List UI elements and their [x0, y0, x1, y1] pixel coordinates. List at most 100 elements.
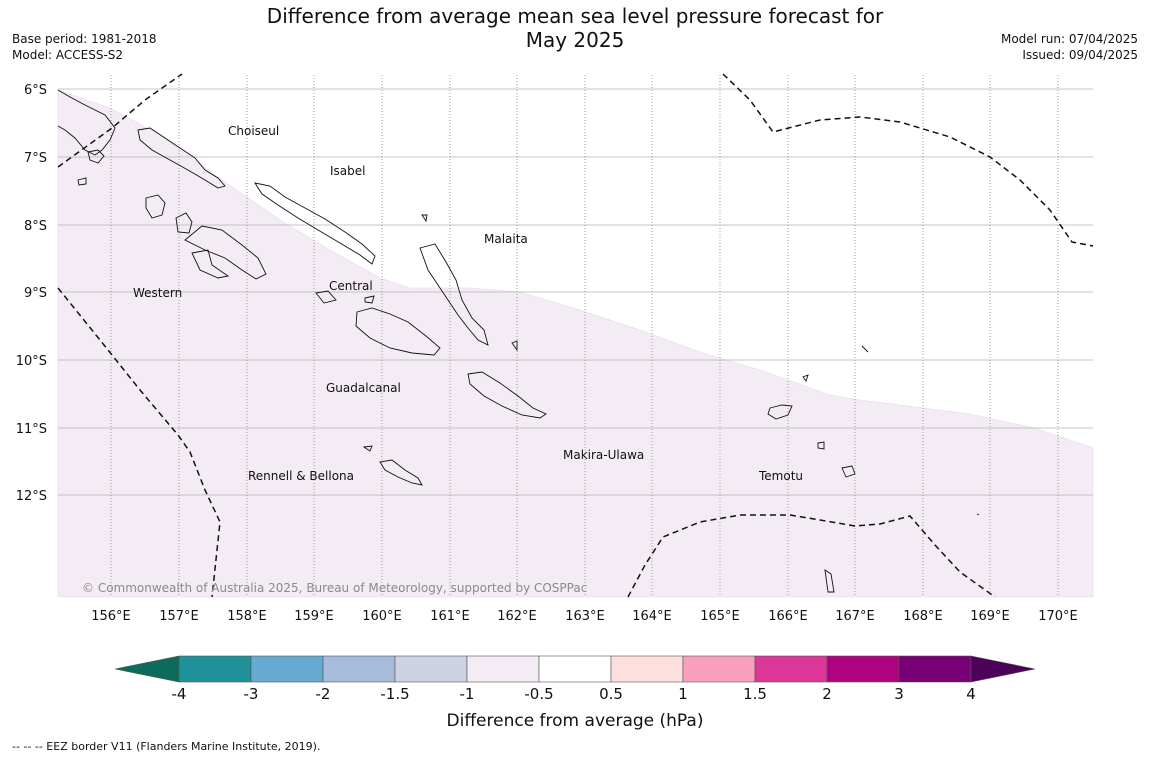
colorbar-segments [114, 655, 1036, 683]
eez-border-south [627, 514, 996, 598]
lat-labels: 6°S 7°S 8°S 9°S 10°S 11°S 12°S [16, 83, 47, 504]
cbar-seg-11 [898, 655, 972, 683]
lon-gridlines [110, 75, 1059, 597]
shortland-island [87, 149, 105, 164]
lon-label-158e: 158°E [227, 609, 267, 624]
rennell-island [379, 459, 423, 486]
lat-label-6s: 6°S [24, 83, 47, 98]
colorbar: -4 -3 -2 -1.5 -1 -0.5 0.5 1 1.5 2 3 4 Di… [114, 655, 1036, 731]
eez-border-png [57, 73, 183, 168]
lon-label-157e: 157°E [159, 609, 199, 624]
vella-lavella [145, 194, 166, 219]
meta-left: Base period: 1981-2018 Model: ACCESS-S2 [12, 31, 157, 63]
title-line-2: May 2025 [525, 28, 625, 52]
label-isabel: Isabel [330, 164, 365, 178]
eez-borders [57, 73, 1094, 598]
lon-label-168e: 168°E [903, 609, 943, 624]
cbar-seg-7 [610, 655, 684, 683]
page-title: Difference from average mean sea level p… [0, 4, 1150, 52]
cbar-seg-5 [466, 655, 540, 683]
cbar-seg-9 [754, 655, 828, 683]
place-labels: Choiseul Isabel Malaita Western Central … [133, 124, 803, 483]
lon-label-169e: 169°E [970, 609, 1010, 624]
cbar-tick-10: 2 [822, 685, 832, 703]
eez-border-south-west [57, 287, 221, 598]
choiseul-island [137, 127, 226, 189]
cbar-tick-2: -3 [244, 685, 259, 703]
lat-label-9s: 9°S [24, 286, 47, 301]
shaded-region [57, 89, 1094, 598]
cbar-tick-6: -0.5 [524, 685, 553, 703]
cbar-arrow-low [114, 655, 180, 683]
lat-label-12s: 12°S [16, 489, 47, 504]
lon-label-166e: 166°E [768, 609, 808, 624]
lat-label-10s: 10°S [16, 354, 47, 369]
cbar-tick-5: -1 [460, 685, 475, 703]
cbar-seg-2 [250, 655, 324, 683]
russell-islands [315, 290, 337, 304]
reef-islands [802, 374, 809, 382]
cbar-tick-8: 1 [678, 685, 688, 703]
bougainville-coast [57, 89, 116, 156]
rendova [191, 249, 230, 279]
santa-cruz-ndeni [767, 404, 793, 420]
colorbar-tick-labels: -4 -3 -2 -1.5 -1 -0.5 0.5 1 1.5 2 3 4 [172, 685, 976, 703]
eez-legend-note: -- -- -- EEZ border V11 (Flanders Marine… [12, 740, 321, 753]
kolombangara [175, 212, 193, 234]
cbar-arrow-high [970, 655, 1036, 683]
lon-label-156e: 156°E [91, 609, 131, 624]
cbar-seg-10 [826, 655, 900, 683]
title-line-1: Difference from average mean sea level p… [266, 4, 884, 28]
lon-label-161e: 161°E [430, 609, 470, 624]
label-makira-ulawa: Makira-Ulawa [563, 448, 644, 462]
lat-label-11s: 11°S [16, 422, 47, 437]
cbar-tick-4: -1.5 [380, 685, 409, 703]
map: 6°S 7°S 8°S 9°S 10°S 11°S 12°S 156°E 157… [16, 73, 1094, 624]
lon-label-159e: 159°E [294, 609, 334, 624]
colorbar-title: Difference from average (hPa) [447, 711, 704, 731]
model-run: Model run: 07/04/2025 [1000, 32, 1138, 46]
cbar-tick-9: 1.5 [743, 685, 767, 703]
duff-islands [861, 345, 869, 353]
cbar-tick-1: -4 [172, 685, 187, 703]
makira-island [467, 371, 547, 419]
coastlines [57, 89, 980, 593]
lon-label-163e: 163°E [565, 609, 605, 624]
tikopia-island [824, 569, 835, 593]
lon-label-165e: 165°E [700, 609, 740, 624]
lat-gridlines [58, 88, 1093, 496]
malaita-island [419, 243, 489, 346]
vanikoro-island [841, 465, 856, 478]
anuta-island [976, 513, 980, 516]
florida-islands [364, 295, 375, 304]
base-period: Base period: 1981-2018 [12, 32, 157, 46]
label-malaita: Malaita [484, 232, 528, 246]
label-guadalcanal: Guadalcanal [326, 381, 401, 395]
lon-labels: 156°E 157°E 158°E 159°E 160°E 161°E 162°… [91, 609, 1078, 624]
copyright-notice: © Commonwealth of Australia 2025, Bureau… [82, 581, 587, 595]
guadalcanal-island [355, 307, 441, 356]
lon-label-164e: 164°E [632, 609, 672, 624]
issued-date: Issued: 09/04/2025 [1022, 48, 1138, 62]
cbar-tick-12: 4 [966, 685, 976, 703]
label-temotu: Temotu [758, 469, 803, 483]
label-rennell-bellona: Rennell & Bellona [248, 469, 354, 483]
new-georgia [184, 225, 267, 280]
lon-label-160e: 160°E [362, 609, 402, 624]
bellona-island [362, 445, 373, 452]
cbar-seg-8 [682, 655, 756, 683]
ulawa-island [511, 340, 518, 352]
cbar-seg-6 [538, 655, 612, 683]
lat-label-8s: 8°S [24, 219, 47, 234]
lat-label-7s: 7°S [24, 151, 47, 166]
meta-right: Model run: 07/04/2025 Issued: 09/04/2025 [1001, 31, 1138, 63]
cbar-tick-7: 0.5 [599, 685, 623, 703]
cbar-seg-4 [394, 655, 468, 683]
cbar-tick-3: -2 [316, 685, 331, 703]
label-western: Western [133, 286, 182, 300]
eez-border-north-east [722, 73, 1094, 247]
cbar-seg-1 [178, 655, 252, 683]
utupua-island [817, 441, 825, 450]
malaita-north-tip [421, 214, 428, 223]
lon-label-162e: 162°E [497, 609, 537, 624]
